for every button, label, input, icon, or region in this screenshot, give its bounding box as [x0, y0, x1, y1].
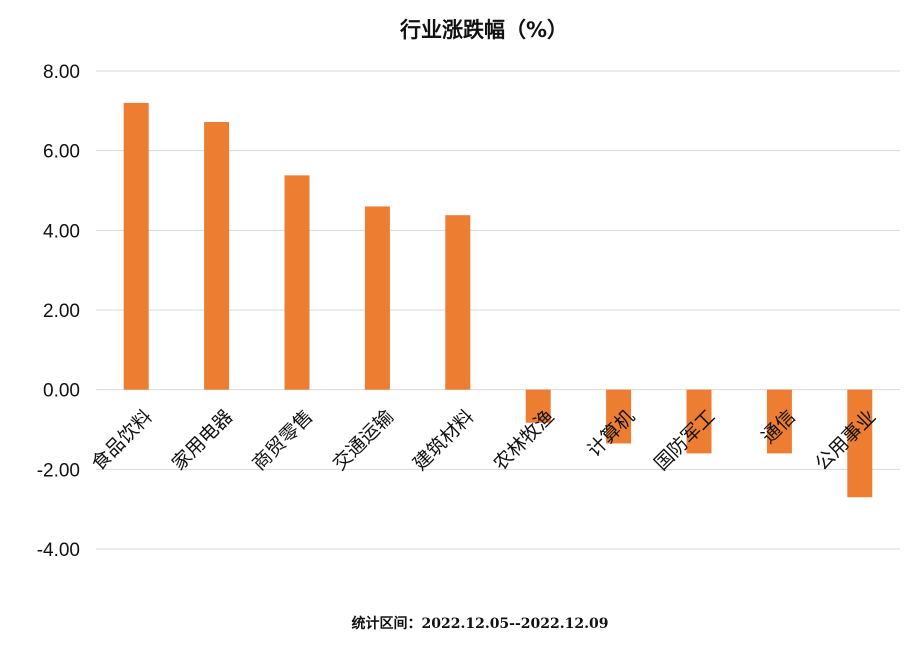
bar-3 — [284, 175, 310, 390]
bar-8 — [686, 389, 712, 454]
bar-10 — [847, 389, 873, 498]
x-category-label: 农林牧渔 — [489, 406, 558, 475]
x-category-label: 家用电器 — [168, 406, 237, 475]
bar-6 — [525, 389, 551, 423]
bar-9 — [766, 389, 792, 454]
x-category-label: 交通运输 — [329, 406, 398, 475]
y-axis-ticks: 8.00 6.00 4.00 2.00 0.00 -2.00 -4.00 — [37, 62, 80, 561]
y-tick-label: 6.00 — [43, 142, 80, 163]
bars — [123, 102, 873, 498]
date-range-note: 统计区间：2022.12.05--2022.12.09 — [352, 615, 609, 632]
x-axis-labels: 食品饮料 家用电器 商贸零售 交通运输 建筑材料 农林牧渔 计算机 国防军工 通信 公用事业 — [87, 406, 880, 475]
x-category-label: 食品饮料 — [87, 406, 156, 475]
y-tick-label: 0.00 — [43, 381, 80, 402]
x-category-label: 建筑材料 — [409, 406, 478, 475]
y-tick-label: 2.00 — [43, 301, 80, 322]
bar-4 — [364, 206, 390, 390]
bar-2 — [204, 121, 230, 390]
bar-7 — [606, 389, 632, 444]
y-tick-label: 8.00 — [43, 62, 80, 83]
bar-5 — [445, 215, 471, 390]
x-category-label: 通信 — [757, 406, 799, 448]
gridlines — [96, 70, 900, 550]
y-tick-label: -4.00 — [37, 540, 80, 561]
chart-title: 行业涨跌幅（%） — [399, 18, 568, 42]
bar-1 — [123, 102, 149, 390]
y-tick-label: -2.00 — [37, 460, 80, 481]
y-tick-label: 4.00 — [43, 221, 80, 242]
x-category-label: 商贸零售 — [248, 406, 317, 475]
